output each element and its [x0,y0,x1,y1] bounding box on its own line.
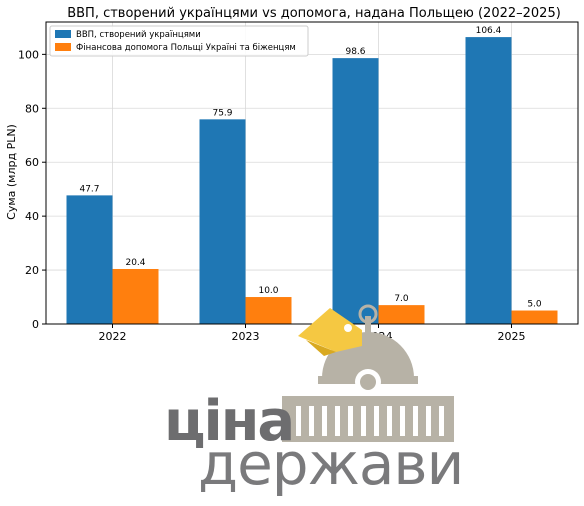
y-tick-label: 100 [18,48,39,61]
bar-2023-series-1 [245,297,292,324]
bar-2024-series-1 [378,305,425,324]
y-tick-label: 20 [25,264,39,277]
chart-title: ВВП, створений українцями vs допомога, н… [67,6,561,21]
y-tick-label: 60 [25,156,39,169]
bar-value-label: 47.7 [79,184,99,194]
watermark-word-cina: ціна [164,389,293,454]
bar-value-label: 7.0 [394,294,409,304]
bar-2025-series-1 [511,310,558,324]
y-tick-label: 80 [25,102,39,115]
x-tick-label: 2023 [232,330,260,343]
legend-box [49,25,309,57]
government-building-icon [282,304,454,442]
x-tick-label: 2022 [99,330,127,343]
bar-value-label: 98.6 [345,47,365,57]
bar-value-label: 106.4 [476,26,502,36]
y-axis-ticks: 0 20 40 60 80 100 [18,48,46,331]
bar-value-label: 10.0 [258,286,278,296]
legend-swatch-aid [55,43,71,51]
bar-2022-series-1 [112,268,159,324]
bar-value-label: 75.9 [212,108,232,118]
bars [66,37,558,325]
y-axis-label: Сума (млрд PLN) [5,124,18,220]
legend-label-gdp: ВВП, створений українцями [76,30,201,40]
legend-swatch-gdp [55,30,71,38]
bar-2024-series-0 [332,58,379,324]
legend-label-aid: Фінансова допомога Польщі Україні та біж… [76,43,296,53]
x-tick-label: 2025 [498,330,526,343]
price-tag-icon [298,308,362,356]
bar-value-label: 20.4 [125,258,145,268]
bar-2023-series-0 [199,119,246,325]
watermark-word-derzhavy: держави [198,430,463,498]
y-tick-label: 40 [25,210,39,223]
bar-2022-series-0 [66,195,113,324]
bar-value-labels: 47.7 20.4 75.9 10.0 98.6 7.0 106.4 5.0 [79,26,541,309]
bar-value-label: 5.0 [527,300,542,310]
legend: ВВП, створений українцями Фінансова допо… [49,25,309,57]
bar-2025-series-0 [465,37,512,324]
y-tick-label: 0 [32,318,39,331]
